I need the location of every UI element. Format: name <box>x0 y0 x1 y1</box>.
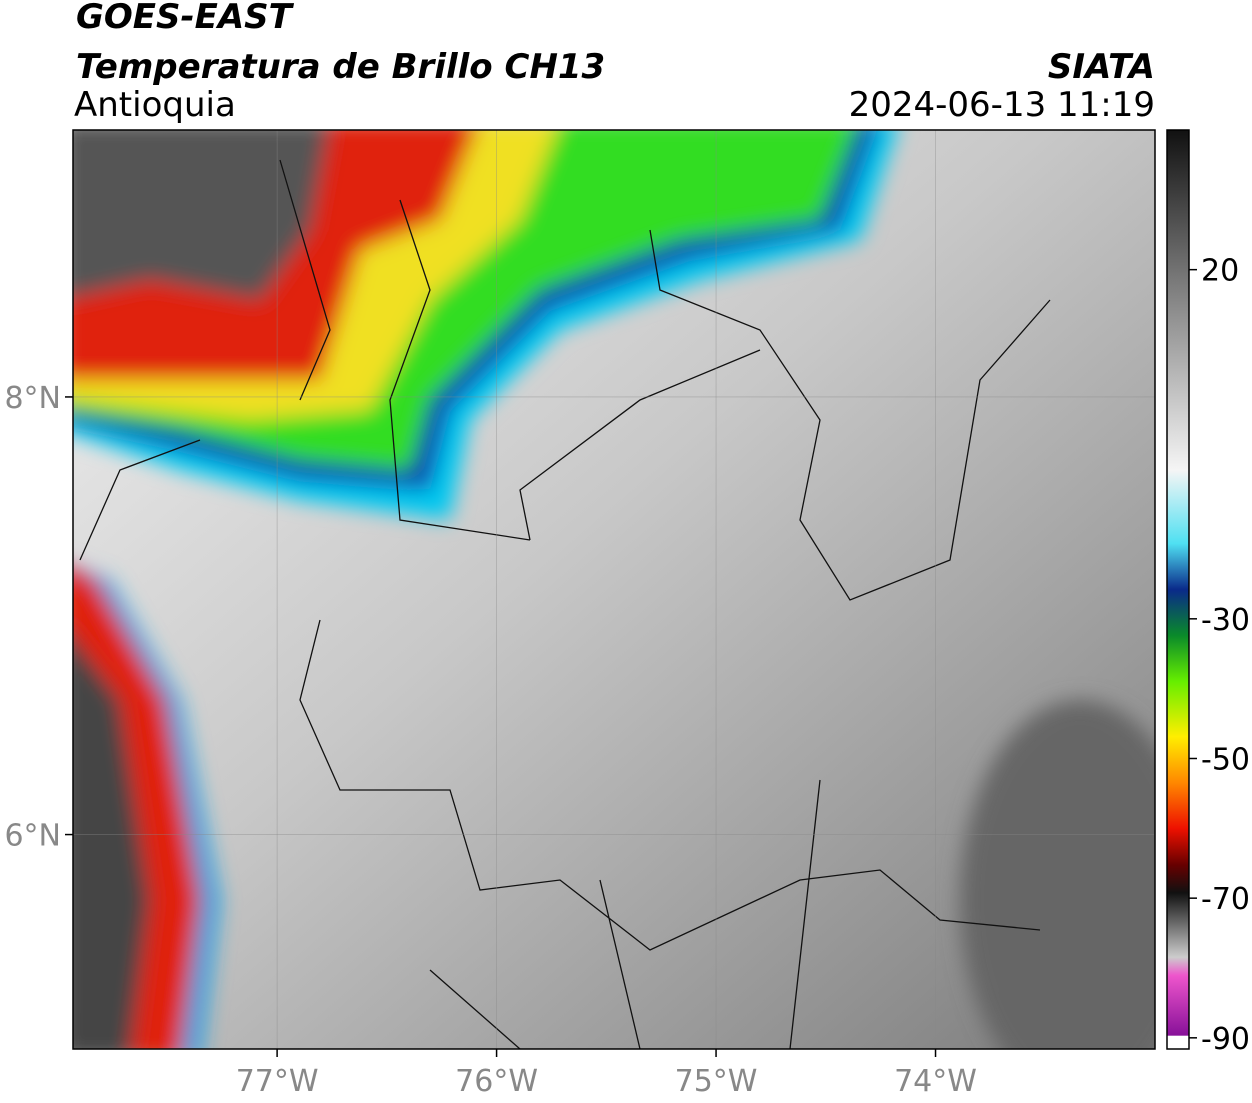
lon-tick-label: 76°W <box>455 1064 538 1099</box>
subtitle: Temperatura de Brillo CH13 <box>76 47 605 87</box>
datetime: 2024-06-13 11:19 <box>849 85 1155 125</box>
colorbar-tick-label: -70 <box>1201 882 1250 917</box>
colorbar-tick-label: -30 <box>1201 603 1250 638</box>
colorbar <box>1166 129 1190 1050</box>
satellite-image <box>73 130 1155 1049</box>
colorbar-tick-label: -90 <box>1201 1022 1250 1057</box>
source: SIATA <box>1048 47 1155 87</box>
lat-tick-label: 6°N <box>4 819 61 854</box>
lon-tick-label: 74°W <box>894 1064 977 1099</box>
colorbar-tick-label: 20 <box>1201 254 1239 289</box>
colorbar-tick-label: -50 <box>1201 742 1250 777</box>
lon-tick-label: 75°W <box>675 1064 758 1099</box>
region: Antioquia <box>74 85 236 125</box>
lon-tick-label: 77°W <box>236 1064 319 1099</box>
title: GOES-EAST <box>76 0 295 37</box>
map-frame <box>72 129 1156 1050</box>
lat-tick-label: 8°N <box>4 381 61 416</box>
